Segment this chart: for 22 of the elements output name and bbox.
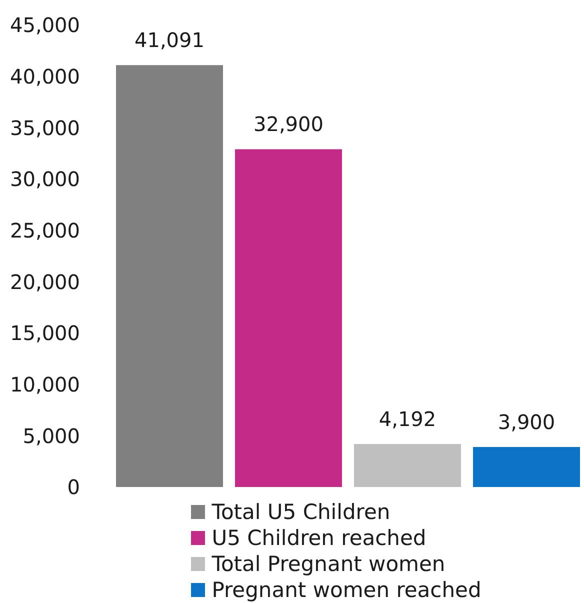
y-tick-label: 30,000: [10, 167, 80, 192]
legend-label: Total Pregnant women: [212, 552, 446, 576]
bar: [354, 444, 461, 487]
y-tick-label: 0: [67, 475, 80, 500]
data-label: 32,900: [254, 112, 324, 136]
y-tick-label: 45,000: [10, 13, 80, 38]
y-tick-label: 5,000: [22, 424, 80, 448]
data-label: 41,091: [134, 28, 204, 52]
y-tick-label: 40,000: [10, 64, 80, 88]
y-tick-label: 25,000: [10, 218, 80, 242]
bar: [473, 446, 580, 487]
y-tick-label: 35,000: [10, 116, 80, 140]
y-tick-label: 20,000: [10, 270, 80, 294]
y-tick-label: 10,000: [10, 372, 80, 396]
y-tick-label: 15,000: [10, 321, 80, 346]
data-label: 3,900: [498, 410, 556, 434]
data-label: 4,192: [378, 406, 436, 431]
legend-label: U5 Children reached: [212, 526, 426, 550]
legend-label: Total U5 Children: [212, 500, 390, 524]
bar: [235, 149, 342, 487]
legend-label: Pregnant women reached: [212, 578, 482, 602]
bar: [116, 65, 223, 487]
